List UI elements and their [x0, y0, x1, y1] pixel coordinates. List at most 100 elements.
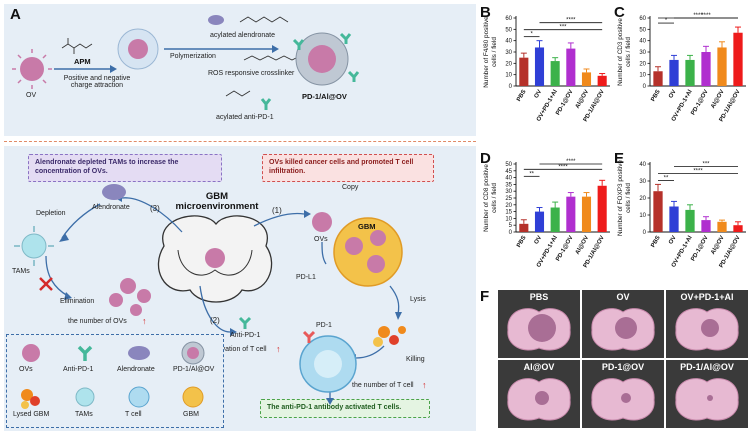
- y-tick-label: 30: [639, 50, 646, 56]
- legend-t-cell: T cell: [125, 411, 142, 418]
- brain-section: PD-1@OV: [582, 360, 664, 428]
- bar: [685, 59, 695, 86]
- bar: [701, 220, 711, 232]
- y-tick-label: 20: [505, 61, 512, 67]
- brain-section-label: OV: [616, 292, 630, 302]
- lysis-label: Lysis: [410, 296, 426, 303]
- center-label: GBM microenvironment: [175, 191, 259, 213]
- legend-lysed-gbm: Lysed GBM: [13, 411, 50, 418]
- brain-section: PD-1/Al@OV: [666, 360, 748, 428]
- brain-slice-icon: [507, 308, 571, 351]
- significance-label: ***: [559, 25, 567, 31]
- bar: [733, 225, 743, 232]
- x-tick-label: Al@OV: [575, 89, 590, 110]
- separator: [4, 141, 476, 142]
- y-tick-label: 0: [643, 230, 647, 236]
- depletion-label: Depletion: [36, 210, 66, 217]
- chart-c: C Number of CD3 positive cells / field 0 10…: [614, 4, 750, 132]
- bar: [685, 209, 695, 232]
- panel-f: F PBS OV OV+PD-1+Al Al@OV PD-1@OV PD-1/Al@OV: [480, 288, 750, 432]
- tumor-area: [701, 319, 719, 337]
- panel-a-letter: A: [10, 6, 21, 23]
- chart-e-letter: E: [614, 150, 625, 167]
- chart-e: E Number of FOXP3 positive cells / field 0…: [614, 150, 750, 278]
- tumor-area: [528, 314, 556, 342]
- y-tick-label: 60: [639, 16, 646, 22]
- significance-label: ****: [693, 168, 703, 174]
- x-tick-label: OV: [668, 89, 678, 100]
- y-axis-label-line: Number of CD8 positive: [483, 164, 490, 232]
- bar: [653, 191, 663, 232]
- step1-label: (1): [272, 206, 282, 215]
- product-nanoparticle-icon: [292, 32, 360, 86]
- chart-d-svg: Number of CD8 positive cells / field 05101…: [483, 159, 610, 269]
- note-tam: Alendronate depleted TAMs to increase th…: [28, 154, 222, 182]
- tam-icon: [14, 226, 54, 266]
- reagent-alendronate: acylated alendronate: [210, 32, 275, 39]
- brain-slice-icon: [591, 308, 655, 351]
- bar: [519, 57, 529, 86]
- chart-d: D Number of CD8 positive cells / field 0 5 1…: [480, 150, 614, 278]
- ov-label: OV: [26, 92, 37, 99]
- elimination-label: Elimination: [60, 298, 95, 305]
- y-tick-label: 45: [505, 169, 512, 175]
- y-tick-label: 40: [505, 176, 512, 182]
- chart-c-letter: C: [614, 4, 625, 21]
- alendronate-label: Alendronate: [92, 204, 130, 211]
- y-tick-label: 20: [505, 203, 512, 209]
- brain-section: PBS: [498, 290, 580, 358]
- gbm-cell-icon: [333, 217, 403, 287]
- killing-label: Killing: [406, 356, 425, 363]
- y-axis-label-line: Number of CD3 positive: [617, 18, 624, 86]
- y-axis-label-line: cells / field: [491, 37, 498, 67]
- ov-virus-icon: [12, 49, 52, 89]
- significance-label: ****: [693, 13, 703, 19]
- panel-a-scheme: [12, 15, 360, 110]
- apm-label: APM: [74, 57, 91, 66]
- significance-label: **: [664, 175, 669, 181]
- legend-product: PD-1/Al@OV: [173, 366, 215, 373]
- bar: [597, 185, 607, 232]
- x-tick-label: PD-1@OV: [690, 235, 709, 262]
- anti-pd1-label: Anti-PD-1: [230, 332, 261, 339]
- brain-section-label: PD-1/Al@OV: [680, 362, 734, 372]
- bar: [519, 223, 529, 232]
- y-tick-label: 30: [505, 189, 512, 195]
- y-tick-label: 0: [509, 84, 513, 90]
- y-axis-label-line: cells / field: [625, 37, 632, 67]
- brain-icon: [157, 215, 273, 303]
- y-tick-label: 20: [639, 61, 646, 67]
- brain-section-label: PBS: [529, 292, 549, 302]
- significance-label: *: [530, 32, 533, 38]
- y-axis-label-line: Number of F4/80 positive: [483, 16, 490, 88]
- brain-section: OV: [582, 290, 664, 358]
- x-tick-label: PBS: [650, 89, 661, 103]
- num-t-label: the number of T cell: [352, 382, 414, 389]
- panel-f-letter: F: [480, 288, 490, 305]
- significance-label: ****: [558, 164, 568, 170]
- legend-anti-pd1: Anti-PD-1: [63, 366, 94, 373]
- y-tick-label: 40: [639, 162, 646, 168]
- bar: [597, 75, 607, 86]
- legend-alendronate: Alendronate: [117, 366, 155, 373]
- chart-d-letter: D: [480, 150, 491, 167]
- x-tick-label: PBS: [650, 235, 661, 249]
- pdl1-label: PD-L1: [296, 274, 316, 281]
- bar: [534, 47, 545, 86]
- y-tick-label: 40: [505, 39, 512, 45]
- bar: [717, 221, 727, 232]
- mechanism-scheme: [14, 184, 406, 405]
- significance-label: **: [529, 171, 534, 177]
- y-tick-label: 60: [505, 16, 512, 22]
- significance-label: ****: [566, 159, 576, 165]
- y-tick-label: 0: [643, 84, 647, 90]
- chart-e-svg: Number of FOXP3 positive cells / field 0 10…: [617, 160, 746, 269]
- reagent-antibody: acylated anti-PD-1: [216, 114, 274, 121]
- chart-b: B Number of F4/80 positive cells / field 0…: [480, 4, 614, 132]
- legend-ovs: OVs: [19, 366, 33, 373]
- brain-section-label: PD-1@OV: [601, 362, 645, 372]
- y-tick-label: 15: [505, 210, 512, 216]
- y-tick-label: 10: [505, 73, 512, 79]
- brain-slice-icon: [675, 378, 739, 421]
- bar: [534, 211, 545, 232]
